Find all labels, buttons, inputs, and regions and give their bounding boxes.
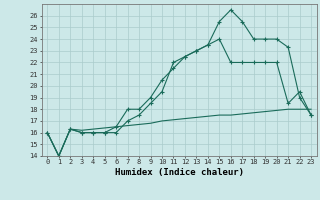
X-axis label: Humidex (Indice chaleur): Humidex (Indice chaleur) [115,168,244,177]
